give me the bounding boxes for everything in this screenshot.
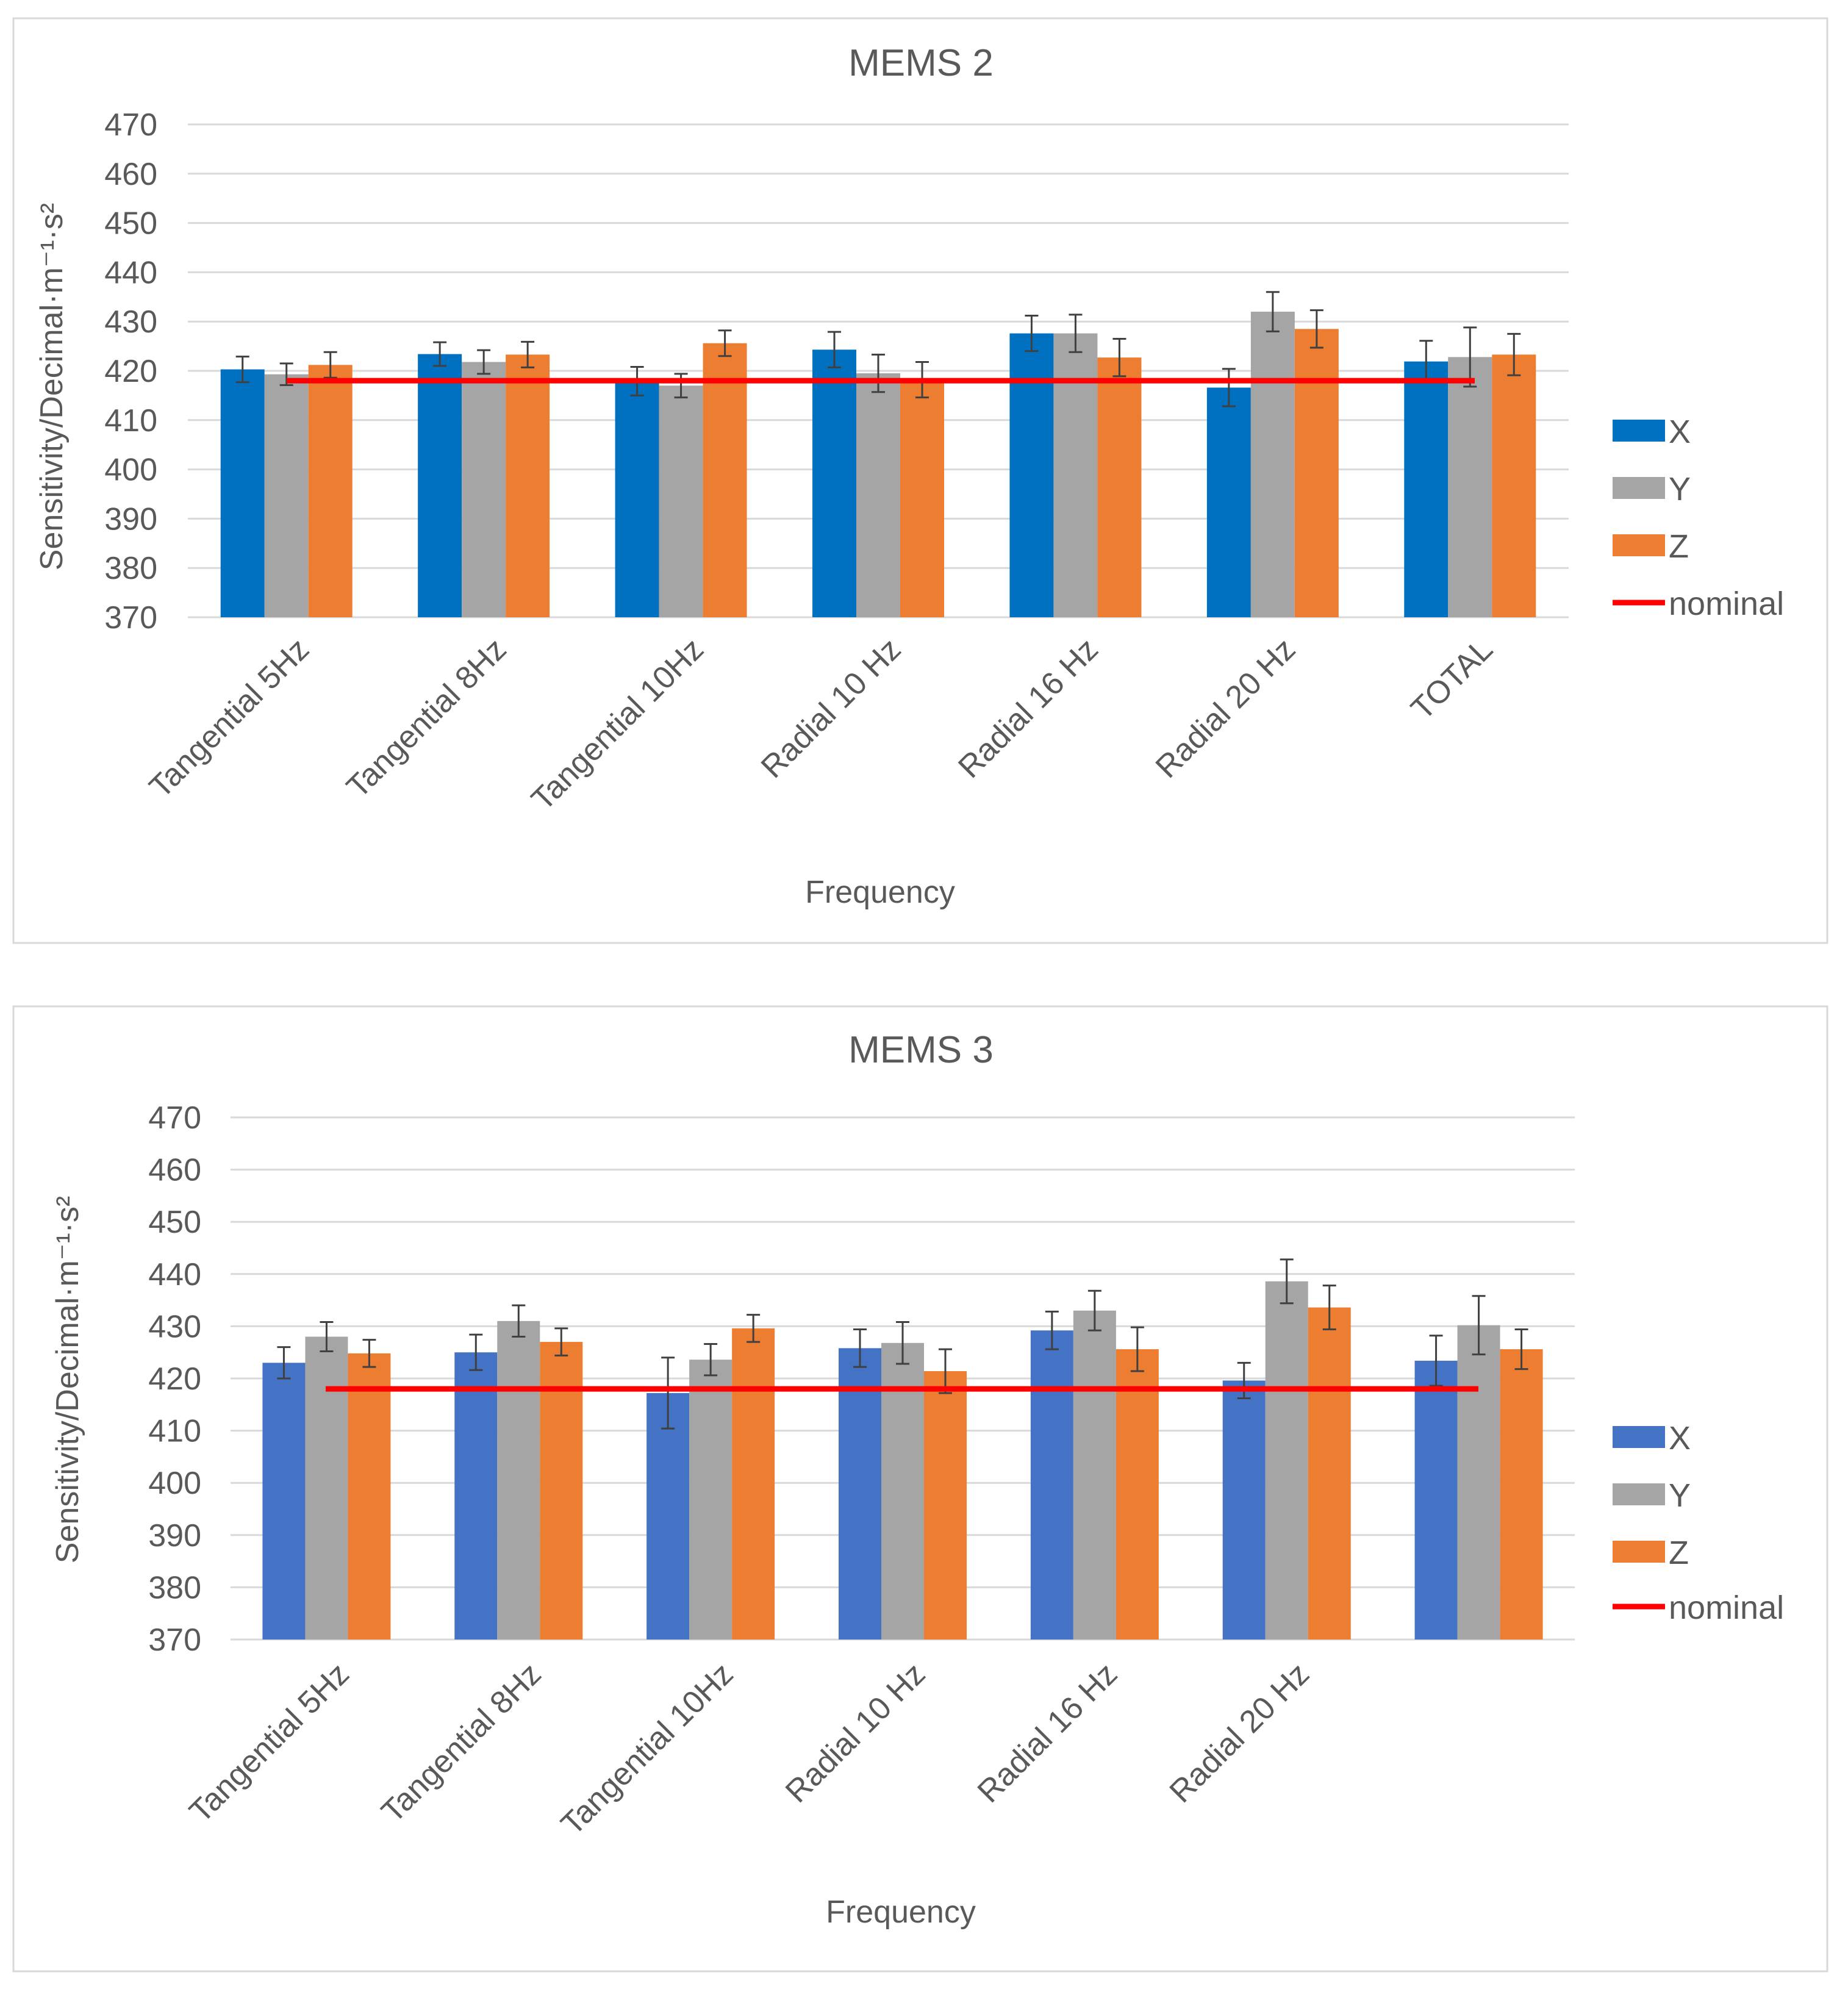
bar-z <box>1294 329 1339 617</box>
x-axis-title: Frequency <box>805 875 955 910</box>
y-tick-label: 380 <box>104 551 157 586</box>
y-axis-title: Sensitivity/Decimal·m⁻¹·s² <box>34 203 70 570</box>
y-tick-label: 440 <box>104 255 157 290</box>
bar-z <box>348 1353 391 1640</box>
chart-mems3: MEMS 3 470 460 450 440 430 420 410 400 390 380 370… <box>12 1005 1828 1973</box>
legend-label-z: Z <box>1669 1535 1689 1571</box>
legend-label-x: X <box>1669 414 1691 450</box>
y-tick-label: 410 <box>148 1414 201 1449</box>
bar-y <box>497 1321 540 1640</box>
legend: X Y Z nominal <box>1613 1420 1784 1626</box>
y-tick-label: 470 <box>148 1100 201 1136</box>
error-bars <box>235 291 1521 407</box>
bar-x <box>1414 1360 1458 1640</box>
bar-z <box>732 1328 775 1640</box>
legend-label-y: Y <box>1669 1477 1691 1514</box>
y-tick-label: 390 <box>148 1518 201 1554</box>
y-tick-label: 390 <box>104 501 157 537</box>
x-axis-title: Frequency <box>826 1894 976 1930</box>
bar-y <box>1265 1281 1308 1640</box>
legend-label-nominal: nominal <box>1669 586 1784 622</box>
y-tick-label: 470 <box>104 107 157 143</box>
chart-mems2: MEMS 2 470 460 450 440 430 420 410 400 390 380 370… <box>12 17 1828 944</box>
y-tick-labels: 470 460 450 440 430 420 410 400 390 380 370 <box>148 1100 201 1658</box>
y-tick-label: 450 <box>148 1205 201 1240</box>
bar-y <box>1073 1310 1116 1640</box>
bar-y <box>462 362 506 617</box>
bar-x <box>262 1363 306 1640</box>
bar-x <box>1222 1380 1266 1640</box>
legend-label-nominal: nominal <box>1669 1589 1784 1626</box>
bar-x <box>220 369 265 617</box>
y-tick-label: 440 <box>148 1257 201 1292</box>
bar-y <box>881 1342 924 1640</box>
legend-swatch-z <box>1613 1541 1665 1563</box>
bar-x <box>615 381 659 617</box>
bar-x <box>646 1392 690 1640</box>
legend-swatch-x <box>1613 420 1665 442</box>
y-tick-label: 420 <box>104 354 157 389</box>
bar-x <box>1009 333 1054 617</box>
bar-x <box>454 1352 498 1640</box>
bar-y <box>1457 1325 1500 1640</box>
bar-z <box>506 354 550 617</box>
bar-y <box>1448 357 1492 617</box>
y-tick-label: 400 <box>104 453 157 488</box>
bar-x <box>812 349 856 617</box>
legend-label-y: Y <box>1669 471 1691 507</box>
error-bars <box>277 1258 1528 1430</box>
legend-label-z: Z <box>1669 528 1689 565</box>
y-tick-label: 430 <box>148 1309 201 1344</box>
bar-x <box>1206 387 1251 617</box>
bars <box>220 312 1536 617</box>
bar-y <box>1053 333 1098 617</box>
legend-swatch-y <box>1613 477 1665 499</box>
bar-z <box>703 343 747 617</box>
bar-x <box>1030 1330 1073 1640</box>
bar-x <box>1404 361 1449 617</box>
bar-y <box>305 1336 348 1640</box>
y-tick-label: 380 <box>148 1570 201 1605</box>
bar-y <box>689 1360 732 1640</box>
y-axis-title: Sensitivity/Decimal·m⁻¹·s² <box>50 1196 85 1563</box>
bar-z <box>900 379 944 617</box>
legend-swatch-y <box>1613 1483 1665 1505</box>
bar-y <box>264 374 309 617</box>
bar-y <box>1250 312 1295 617</box>
bar-y <box>659 385 703 617</box>
y-tick-label: 370 <box>148 1622 201 1658</box>
bar-x <box>839 1348 881 1640</box>
legend: X Y Z nominal <box>1613 414 1784 622</box>
bar-z <box>1492 354 1536 617</box>
bar-z <box>1500 1349 1543 1640</box>
y-tick-label: 410 <box>104 403 157 439</box>
legend-label-x: X <box>1669 1420 1691 1457</box>
legend-swatch-z <box>1613 534 1665 556</box>
bar-z <box>1116 1349 1159 1640</box>
y-tick-label: 400 <box>148 1466 201 1501</box>
bar-z <box>1097 357 1142 617</box>
bar-z <box>308 365 353 617</box>
chart-title: MEMS 2 <box>848 42 994 84</box>
bar-z <box>1308 1307 1351 1640</box>
y-tick-label: 430 <box>104 304 157 340</box>
bar-y <box>856 373 900 617</box>
bar-z <box>924 1371 967 1640</box>
legend-swatch-x <box>1613 1426 1665 1448</box>
y-tick-label: 460 <box>104 157 157 192</box>
y-tick-labels: 470 460 450 440 430 420 410 400 390 380 370 <box>104 107 157 636</box>
y-tick-label: 450 <box>104 206 157 242</box>
chart-title: MEMS 3 <box>848 1029 994 1071</box>
y-tick-label: 420 <box>148 1361 201 1397</box>
bars <box>262 1281 1543 1640</box>
y-tick-label: 370 <box>104 600 157 636</box>
bar-x <box>418 354 462 617</box>
y-tick-label: 460 <box>148 1153 201 1188</box>
